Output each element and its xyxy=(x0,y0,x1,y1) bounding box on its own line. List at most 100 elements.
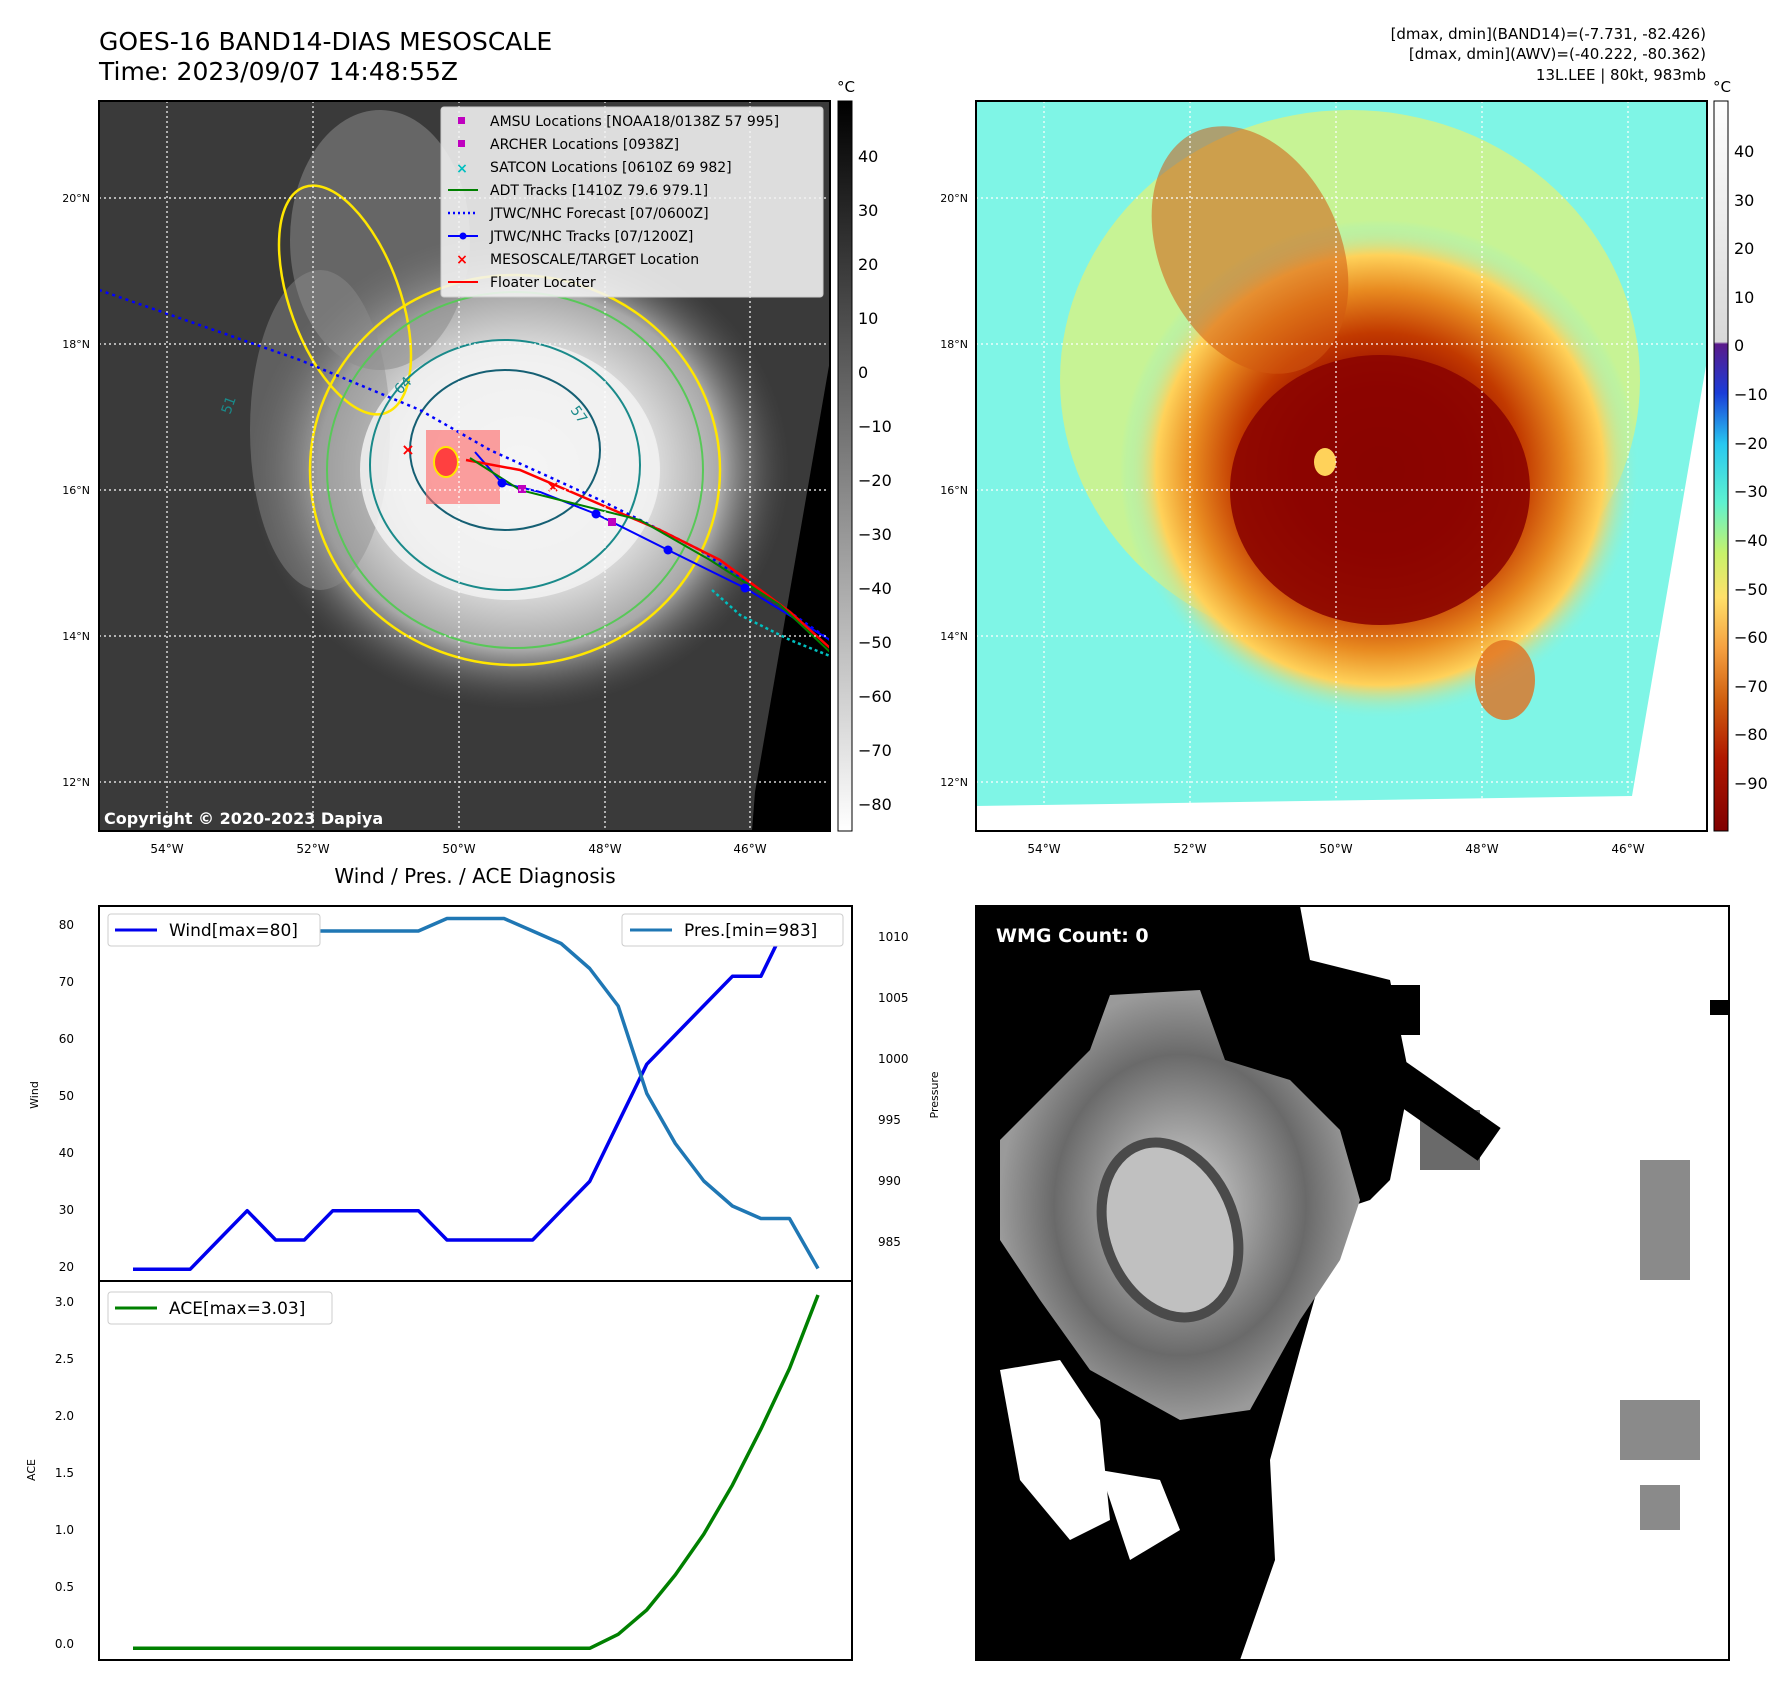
wind-axis-label: Wind xyxy=(28,1081,41,1109)
ace-line xyxy=(133,1294,820,1651)
pressure-ticks: 1010 1005 1000 995 990 985 xyxy=(878,930,909,1249)
grayscale-ir-map: 64 57 51 × × xyxy=(62,78,892,856)
wmg-frame xyxy=(975,905,1730,1661)
ace-legend-label: ACE[max=3.03] xyxy=(169,1299,305,1319)
svg-text:−40: −40 xyxy=(1734,531,1768,550)
svg-text:3.0: 3.0 xyxy=(55,1295,74,1309)
wind-pressure-frame xyxy=(98,905,853,1282)
svg-text:50°W: 50°W xyxy=(1319,842,1352,856)
svg-text:16°N: 16°N xyxy=(62,484,90,497)
svg-text:10: 10 xyxy=(1734,288,1754,307)
svg-text:48°W: 48°W xyxy=(588,842,621,856)
svg-text:70: 70 xyxy=(59,975,74,989)
svg-text:−20: −20 xyxy=(858,471,892,490)
contour-teal-inner xyxy=(409,369,601,531)
legend-target-label: MESOSCALE/TARGET Location xyxy=(490,252,699,268)
svg-text:16°N: 16°N xyxy=(940,484,968,497)
jtwc-forecast-track xyxy=(99,288,830,642)
legend-satcon-label: SATCON Locations [0610Z 69 982] xyxy=(490,160,732,176)
color-map-lon-labels: 54°W 52°W 50°W 48°W 46°W xyxy=(1027,842,1644,856)
svg-text:60: 60 xyxy=(59,1032,74,1046)
svg-text:−60: −60 xyxy=(1734,628,1768,647)
wmg-core xyxy=(1096,1137,1244,1323)
target-marker: × xyxy=(401,440,414,459)
dmax-band14: [dmax, dmin](BAND14)=(-7.731, -82.426) xyxy=(1391,25,1706,43)
color-colorbar-unit: °C xyxy=(1713,78,1731,96)
svg-text:1010: 1010 xyxy=(878,930,909,944)
gray-colorbar-unit: °C xyxy=(837,78,855,96)
color-colorbar-ticks: 40 30 20 10 0 −10 −20 −30 −40 −50 −60 −7… xyxy=(1734,142,1768,793)
ace-series-line xyxy=(133,1294,820,1651)
svg-text:40: 40 xyxy=(1734,142,1754,161)
archer-marker xyxy=(608,518,616,526)
svg-text:−30: −30 xyxy=(858,525,892,544)
gray-colorbar: °C 40 30 20 10 0 −10 −20 −30 −40 −50 −60… xyxy=(837,78,892,832)
contour-label-51: 51 xyxy=(219,394,240,416)
color-ir-map: 20°N 18°N 16°N 14°N 12°N 54°W 52°W 50°W … xyxy=(940,78,1768,856)
legend-floater-label: Floater Locater xyxy=(490,275,596,291)
svg-text:−80: −80 xyxy=(858,795,892,814)
storm-eye xyxy=(433,446,459,478)
svg-text:−50: −50 xyxy=(1734,580,1768,599)
svg-text:40: 40 xyxy=(59,1146,74,1160)
track-points xyxy=(497,478,750,593)
svg-text:0.5: 0.5 xyxy=(55,1580,74,1594)
color-map-frame xyxy=(975,100,1708,832)
contour-teal-outer xyxy=(369,339,641,591)
cloud-band-west xyxy=(250,270,390,590)
svg-text:2.5: 2.5 xyxy=(55,1352,74,1366)
svg-text:50°W: 50°W xyxy=(442,842,475,856)
legend-tracks-label: JTWC/NHC Tracks [07/1200Z] xyxy=(489,229,693,245)
gray-map-lat-labels: 20°N 18°N 16°N 14°N 12°N xyxy=(62,192,90,789)
legend-amsu-label: AMSU Locations [NOAA18/0138Z 57 995] xyxy=(490,114,779,130)
svg-text:−80: −80 xyxy=(1734,725,1768,744)
wmg-white-patch-southwest xyxy=(1000,1360,1110,1540)
wmg-gray-fleck-3 xyxy=(1620,1400,1700,1460)
svg-text:18°N: 18°N xyxy=(940,338,968,351)
pressure-legend-label: Pres.[min=983] xyxy=(684,921,817,941)
color-colorbar-bar xyxy=(1713,100,1729,832)
ace-chart: ACE 3.0 2.5 2.0 1.5 1.0 0.5 0.0 ACE[max=… xyxy=(25,1280,853,1661)
svg-text:12°N: 12°N xyxy=(940,776,968,789)
svg-text:−70: −70 xyxy=(858,741,892,760)
ace-legend: ACE[max=3.03] xyxy=(107,1291,333,1325)
legend-adt-label: ADT Tracks [1410Z 79.6 979.1] xyxy=(490,183,708,199)
figure-timestamp: Time: 2023/09/07 14:48:55Z xyxy=(98,57,458,86)
gray-colorbar-ticks: 40 30 20 10 0 −10 −20 −30 −40 −50 −60 −7… xyxy=(858,147,892,814)
svg-text:20°N: 20°N xyxy=(940,192,968,205)
svg-text:54°W: 54°W xyxy=(1027,842,1060,856)
svg-text:30: 30 xyxy=(59,1203,74,1217)
legend-satcon-icon: × xyxy=(456,161,468,177)
svg-text:18°N: 18°N xyxy=(62,338,90,351)
svg-text:1.0: 1.0 xyxy=(55,1523,74,1537)
gray-colorbar-bar xyxy=(837,100,853,832)
color-eye xyxy=(1314,448,1336,476)
color-colorbar: °C 40 30 20 10 0 −10 −20 −30 −40 −50 −60… xyxy=(1713,78,1768,832)
svg-text:0: 0 xyxy=(1734,336,1744,355)
wmg-gray-fleck-2 xyxy=(1640,1160,1690,1280)
contour-yellow-band xyxy=(277,184,413,416)
svg-text:−70: −70 xyxy=(1734,677,1768,696)
wind-legend-label: Wind[max=80] xyxy=(169,921,298,941)
svg-text:20°N: 20°N xyxy=(62,192,90,205)
wind-series-line xyxy=(133,916,792,1272)
svg-text:−50: −50 xyxy=(858,633,892,652)
diagnosis-title: Wind / Pres. / ACE Diagnosis xyxy=(334,864,615,888)
wmg-black-fleck-1 xyxy=(1379,1059,1501,1161)
legend-archer-icon xyxy=(458,140,465,147)
svg-text:−20: −20 xyxy=(1734,434,1768,453)
svg-text:990: 990 xyxy=(878,1174,901,1188)
color-core xyxy=(1230,355,1530,625)
map-legend: AMSU Locations [NOAA18/0138Z 57 995] ARC… xyxy=(440,106,824,298)
svg-text:14°N: 14°N xyxy=(940,630,968,643)
svg-text:985: 985 xyxy=(878,1235,901,1249)
legend-tracks-dot xyxy=(459,232,467,240)
svg-text:54°W: 54°W xyxy=(150,842,183,856)
svg-text:50: 50 xyxy=(59,1089,74,1103)
wind-ticks: 80 70 60 50 40 30 20 xyxy=(59,918,74,1274)
legend-forecast-label: JTWC/NHC Forecast [07/0600Z] xyxy=(489,206,709,222)
wmg-label-box xyxy=(987,918,1169,952)
svg-text:995: 995 xyxy=(878,1113,901,1127)
legend-box xyxy=(440,106,824,298)
copyright-text: Copyright © 2020-2023 Dapiya xyxy=(104,809,383,828)
